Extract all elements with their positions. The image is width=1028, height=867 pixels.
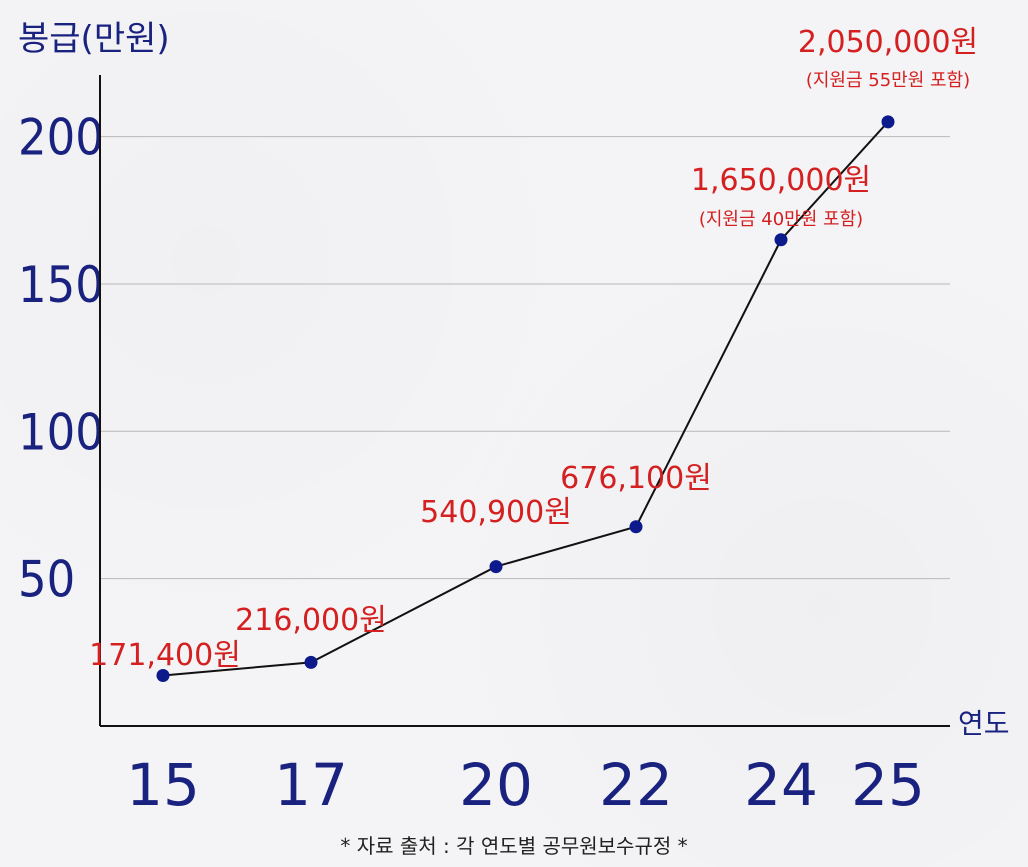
data-label: 676,100원 [560,461,712,496]
x-tick-label: 17 [274,751,348,819]
data-label: 2,050,000원 [798,25,978,60]
data-label: 1,650,000원 [691,163,871,198]
y-tick-label: 200 [18,109,104,167]
x-tick-label: 15 [126,751,200,819]
y-tick-label: 100 [18,403,104,461]
x-tick-label: 22 [599,751,673,819]
y-tick-label: 150 [18,256,104,314]
y-tick-label: 50 [18,551,75,609]
data-label: 216,000원 [235,603,387,638]
series-line [162,121,889,677]
data-point [304,655,318,669]
source-note: * 자료 출처 : 각 연도별 공무원보수규정 * [340,834,687,858]
data-point [629,520,643,534]
x-tick-label: 25 [851,751,925,819]
y-axis-label: 봉급(만원) [18,19,170,59]
x-tick-label: 24 [744,751,818,819]
data-note: (지원금 55만원 포함) [806,70,970,91]
data-label: 540,900원 [420,495,572,530]
data-point [156,668,170,682]
data-point [881,115,895,129]
x-tick-label: 20 [459,751,533,819]
data-label: 171,400원 [89,638,241,673]
data-point [774,233,788,247]
data-point [489,560,503,574]
x-axis-label: 연도 [958,707,1010,740]
data-note: (지원금 40만원 포함) [699,209,863,230]
